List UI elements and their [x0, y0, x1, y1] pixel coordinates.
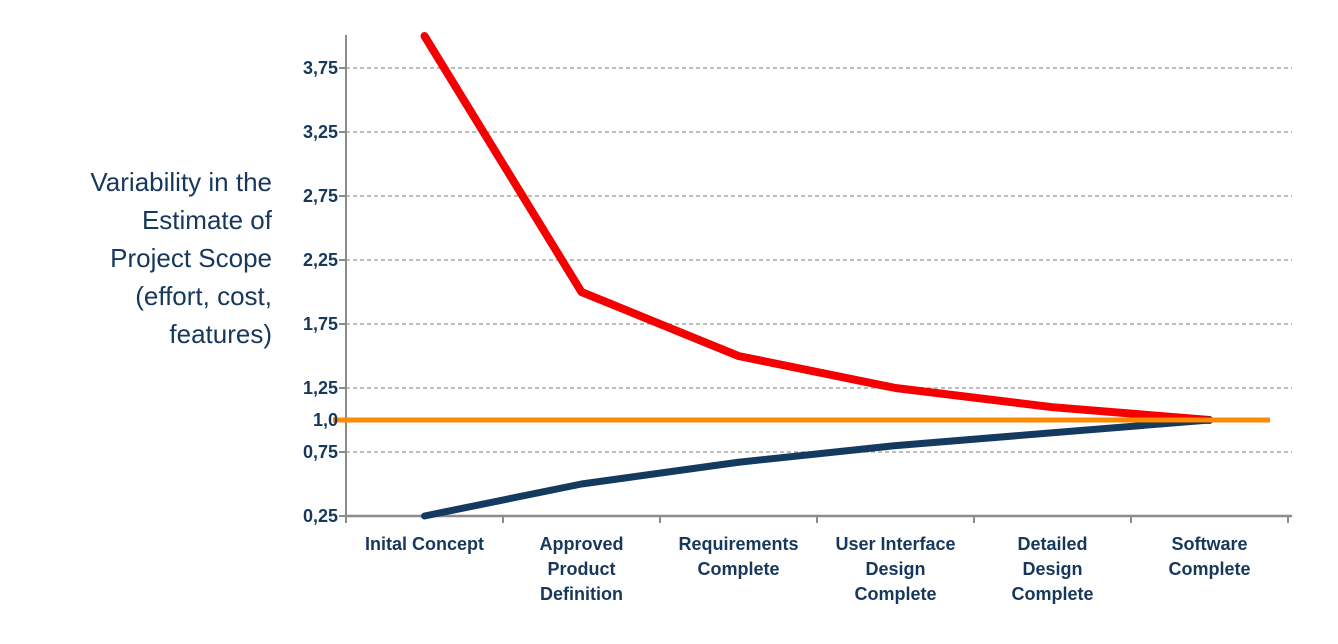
y-tick-label: 1,75: [302, 314, 338, 334]
x-category-label: User Interface Design Complete: [835, 534, 956, 604]
y-tick-label: 3,75: [302, 58, 338, 78]
upper-estimate-variability-line: [420, 32, 1214, 424]
x-category-label: Approved Product Definition: [539, 534, 624, 604]
y-tick-label: 0,75: [302, 442, 338, 462]
y-tick-label: 3,25: [302, 122, 338, 142]
x-category-label: Inital Concept: [364, 534, 484, 554]
x-category-label: Software Complete: [1168, 534, 1251, 579]
y-axis-title: Variability in the Estimate of Project S…: [90, 167, 272, 349]
y-tick-label: 1,0: [312, 410, 338, 430]
y-tick-label: 2,75: [302, 186, 338, 206]
y-tick-label: 2,25: [302, 250, 338, 270]
x-category-label: Requirements Complete: [678, 534, 799, 579]
lower-estimate-variability-line: [421, 416, 1213, 520]
x-category-label: Detailed Design Complete: [1011, 534, 1094, 604]
y-tick-label: 0,25: [302, 506, 338, 526]
y-tick-label: 1,25: [302, 378, 338, 398]
